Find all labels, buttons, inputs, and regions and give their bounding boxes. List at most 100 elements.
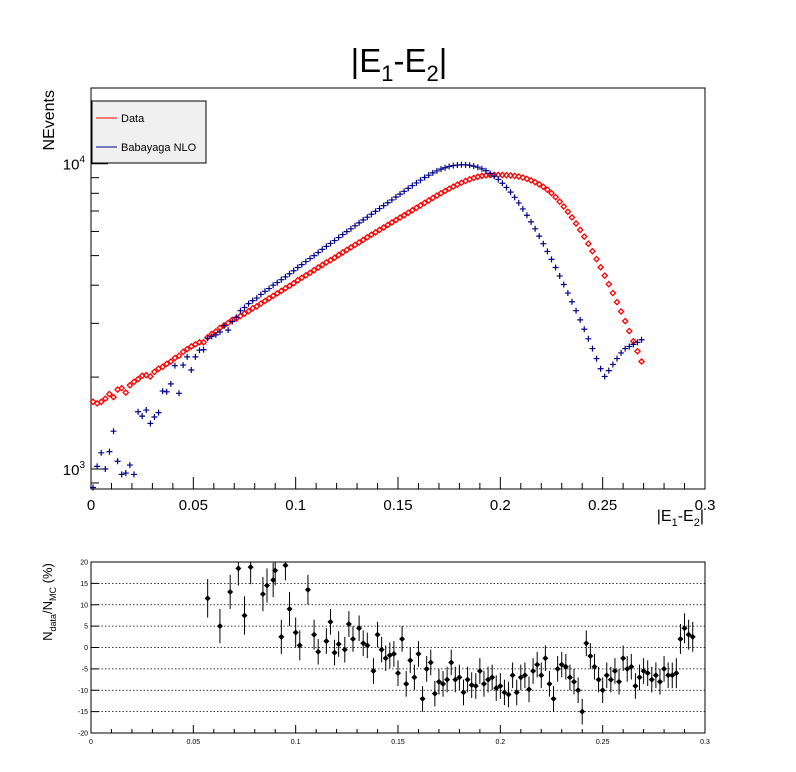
babayaga-point <box>216 329 223 336</box>
data-point <box>441 187 449 195</box>
ratio-point <box>315 648 322 655</box>
top-x-tick-label: 0.3 <box>695 497 716 514</box>
data-point <box>142 371 150 379</box>
babayaga-point <box>151 414 158 421</box>
ratio-point <box>356 625 363 632</box>
babayaga-point <box>237 307 244 314</box>
babayaga-point <box>261 288 268 295</box>
ratio-point <box>378 646 385 653</box>
top-y-tick-label: 104 <box>63 155 86 174</box>
ratio-point <box>452 676 459 683</box>
ratio-point <box>665 672 672 679</box>
babayaga-point <box>266 285 273 292</box>
data-point <box>392 216 400 224</box>
data-point <box>269 292 277 300</box>
legend-box <box>91 100 207 164</box>
babayaga-point <box>568 298 575 305</box>
ratio-point <box>550 695 557 702</box>
babayaga-point <box>290 267 297 274</box>
data-point <box>245 307 253 315</box>
chart-title: |E1-E2| <box>351 42 448 86</box>
data-point <box>552 193 560 201</box>
data-point <box>584 240 592 248</box>
ratio-point <box>599 687 606 694</box>
ratio-point <box>554 665 561 672</box>
data-point <box>376 226 384 234</box>
ratio-point <box>216 623 223 630</box>
babayaga-point <box>143 407 150 414</box>
data-point <box>159 363 167 371</box>
bottom-y-tick-label: 5 <box>84 624 88 631</box>
data-point <box>404 209 412 217</box>
data-point <box>109 393 118 401</box>
top-x-tick-label: 0.1 <box>285 497 306 514</box>
data-point <box>347 243 355 251</box>
data-point <box>445 185 453 193</box>
babayaga-point <box>511 194 518 201</box>
data-point <box>515 172 523 181</box>
data-point <box>343 246 351 254</box>
ratio-point <box>345 620 352 627</box>
data-point <box>322 258 330 266</box>
ratio-point <box>501 689 508 696</box>
babayaga-point <box>286 270 293 277</box>
babayaga-point <box>323 243 330 250</box>
data-point <box>633 347 641 355</box>
ratio-point <box>335 641 342 648</box>
babayaga-point <box>241 304 248 311</box>
ratio-point <box>644 670 651 677</box>
babayaga-point <box>118 471 125 478</box>
series-data-markers <box>89 171 646 407</box>
ratio-point <box>204 595 211 602</box>
data-point <box>171 354 179 362</box>
data-point <box>294 276 302 284</box>
data-point <box>408 206 416 214</box>
ratio-point <box>669 672 676 679</box>
ratio-point <box>546 680 553 687</box>
babayaga-point <box>589 345 596 352</box>
top-x-tick-label: 0.25 <box>588 497 617 514</box>
data-point <box>531 178 539 186</box>
top-y-axis: 103 104 <box>63 155 108 484</box>
data-point <box>527 176 535 184</box>
data-point <box>396 214 404 222</box>
ratio-point <box>587 653 594 660</box>
babayaga-point <box>167 380 174 387</box>
data-point <box>568 213 576 221</box>
legend: Data Babayaga NLO <box>91 100 207 164</box>
babayaga-point <box>249 297 256 304</box>
babayaga-point <box>638 336 645 343</box>
babayaga-point <box>282 273 289 280</box>
babayaga-point <box>532 225 539 232</box>
data-point <box>621 317 629 325</box>
data-point <box>437 189 445 197</box>
babayaga-point <box>397 191 404 198</box>
data-point <box>253 302 261 310</box>
data-point <box>412 204 420 212</box>
legend-babayaga-label: Babayaga NLO <box>121 142 197 154</box>
babayaga-point <box>613 355 620 362</box>
babayaga-point <box>233 314 240 321</box>
data-point <box>560 203 568 211</box>
babayaga-point <box>331 237 338 244</box>
ratio-point <box>444 676 451 683</box>
babayaga-point <box>270 282 277 289</box>
ratio-point <box>636 674 643 681</box>
ratio-point <box>591 663 598 670</box>
babayaga-point <box>372 208 379 215</box>
ratio-point <box>685 631 692 638</box>
data-point <box>286 282 294 290</box>
babayaga-point <box>552 264 559 271</box>
top-panel: |E1-E2| 0 0.05 0.1 0.15 0.2 0.25 0.3 103 104 NE… <box>41 42 715 529</box>
babayaga-point <box>257 291 264 298</box>
babayaga-point <box>585 335 592 342</box>
babayaga-point <box>470 163 477 170</box>
babayaga-point <box>507 189 514 196</box>
bottom-y-axis-label: Ndata/NMC (%) <box>40 563 58 641</box>
babayaga-point <box>319 246 326 253</box>
data-point <box>331 254 339 262</box>
babayaga-point <box>495 176 502 183</box>
babayaga-point <box>593 355 600 362</box>
babayaga-point <box>634 339 641 346</box>
